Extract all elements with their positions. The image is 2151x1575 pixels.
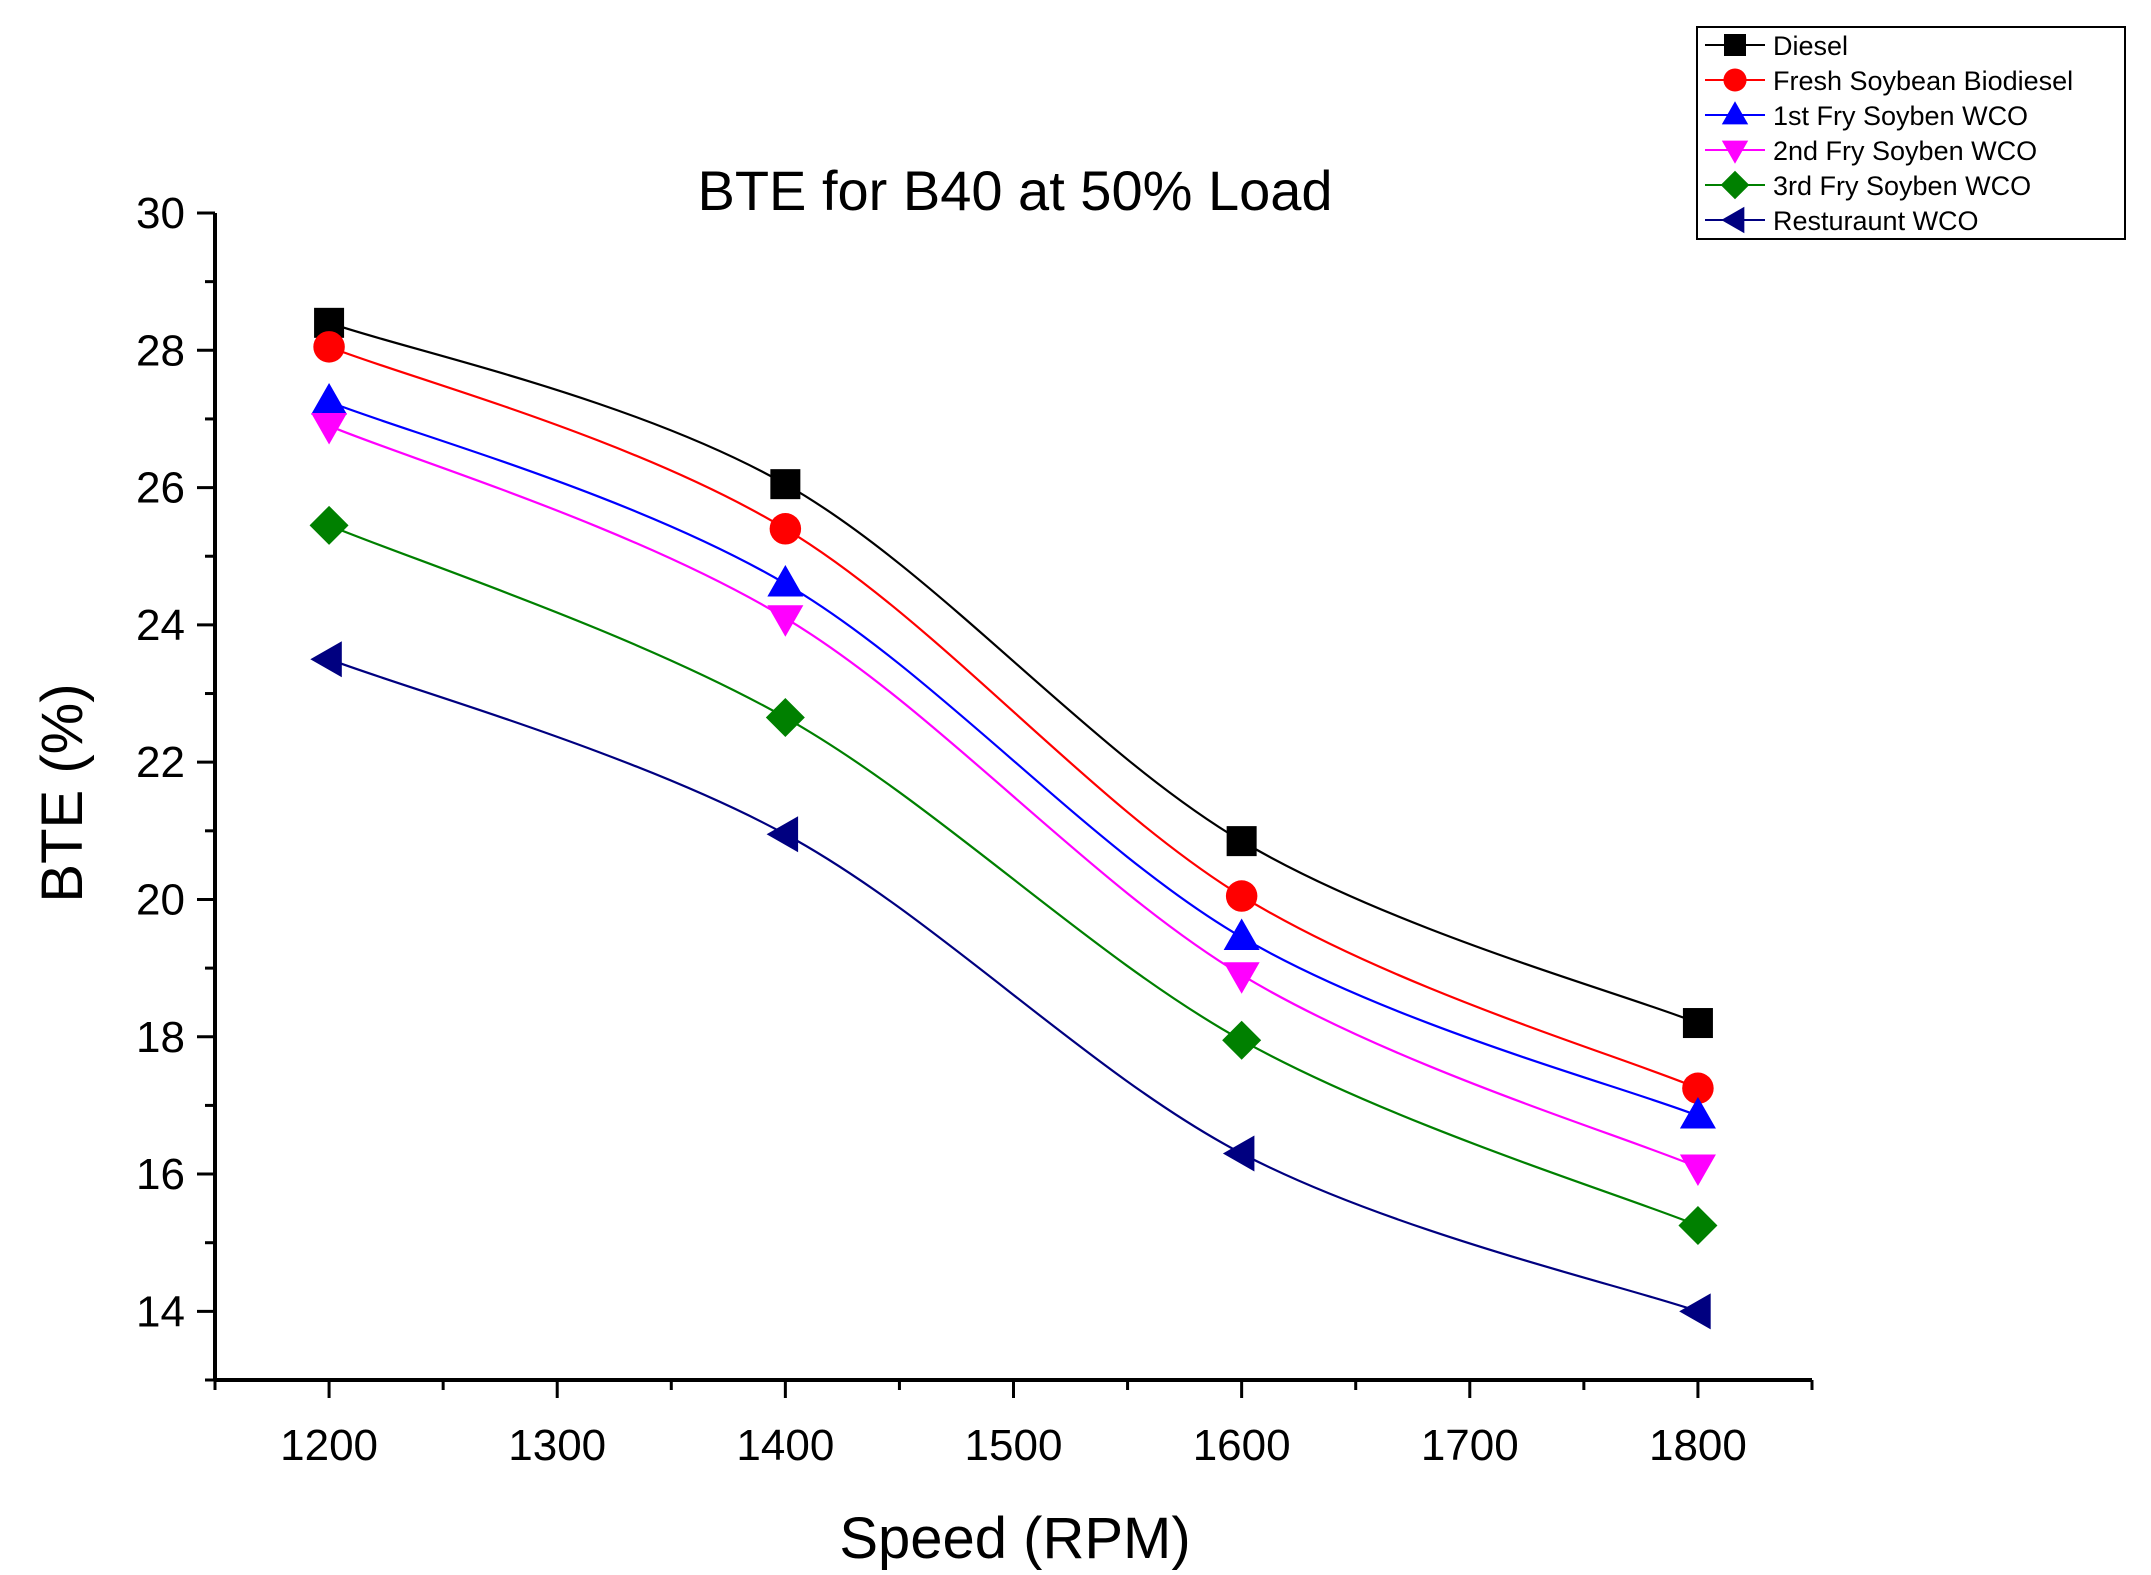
y-tick-label: 18 [136,1013,185,1062]
series-line-3 [328,424,1699,1169]
series-markers [309,307,1718,1330]
legend-label: 2nd Fry Soyben WCO [1773,136,2037,166]
x-tick-label: 1800 [1649,1421,1747,1470]
data-point-2 [1223,918,1260,950]
legend-frame [1696,26,2126,240]
data-point-0 [1682,1008,1713,1039]
data-point-5 [310,641,342,678]
legend-marker [1723,68,1747,92]
data-point-1 [1682,1072,1714,1104]
series-line-5 [328,658,1699,1313]
series-line-1 [328,345,1699,1090]
legend-label: Diesel [1773,31,1848,61]
y-tick-label: 24 [136,601,185,650]
data-point-0 [770,469,801,500]
data-point-5 [1679,1293,1711,1330]
y-axis-title: BTE (%) [30,683,95,902]
data-point-2 [1679,1096,1716,1129]
series-line-4 [328,524,1699,1227]
data-point-4 [765,698,805,738]
legend-marker [1721,140,1749,164]
data-point-3 [1223,962,1260,994]
axes: 1200 1300 1400 1500 1600 1700 1800 14 16 18 20 22 24… [136,189,1814,1470]
y-tick-label: 22 [136,738,185,787]
x-tick-label: 1700 [1421,1421,1519,1470]
x-tick-label: 1300 [508,1421,606,1470]
y-tick-label: 30 [136,189,185,238]
x-axis-title: Speed (RPM) [839,1506,1190,1571]
x-tick-label: 1200 [280,1421,378,1470]
data-point-3 [767,605,804,637]
legend-marker [1720,170,1750,200]
data-point-5 [766,816,799,853]
data-point-1 [1225,880,1258,912]
legend-label: 1st Fry Soyben WCO [1773,101,2028,131]
legend-marker [1721,206,1745,234]
data-point-3 [311,413,348,445]
y-tick-label: 28 [136,326,185,375]
chart-title: BTE for B40 at 50% Load [697,159,1332,222]
data-point-4 [309,505,349,545]
x-tick-label: 1500 [965,1421,1063,1470]
y-tick-label: 20 [136,875,185,924]
y-tick-label: 16 [136,1150,185,1199]
y-tick-label: 14 [136,1287,185,1336]
data-point-1 [313,331,345,363]
series-line-2 [328,400,1699,1117]
legend: Diesel Fresh Soybean Biodiesel 1st Fry Soy… [1696,26,2126,240]
data-point-5 [1222,1135,1255,1172]
y-tick-label: 26 [136,464,185,513]
legend-label: Fresh Soybean Biodiesel [1773,66,2073,96]
data-point-2 [311,383,348,415]
legend-marker [1721,101,1749,125]
legend-marker [1724,34,1746,56]
data-point-4 [1678,1206,1718,1246]
legend-label: 3rd Fry Soyben WCO [1773,171,2031,201]
series-lines [328,321,1699,1313]
data-point-4 [1222,1020,1262,1060]
x-tick-label: 1400 [736,1421,834,1470]
data-point-1 [769,513,802,545]
legend-label: Resturaunt WCO [1773,206,1979,236]
series-line-0 [328,321,1699,1025]
x-tick-label: 1600 [1193,1421,1291,1470]
data-point-0 [1226,826,1257,857]
data-point-2 [767,564,804,597]
data-point-3 [1679,1154,1716,1186]
